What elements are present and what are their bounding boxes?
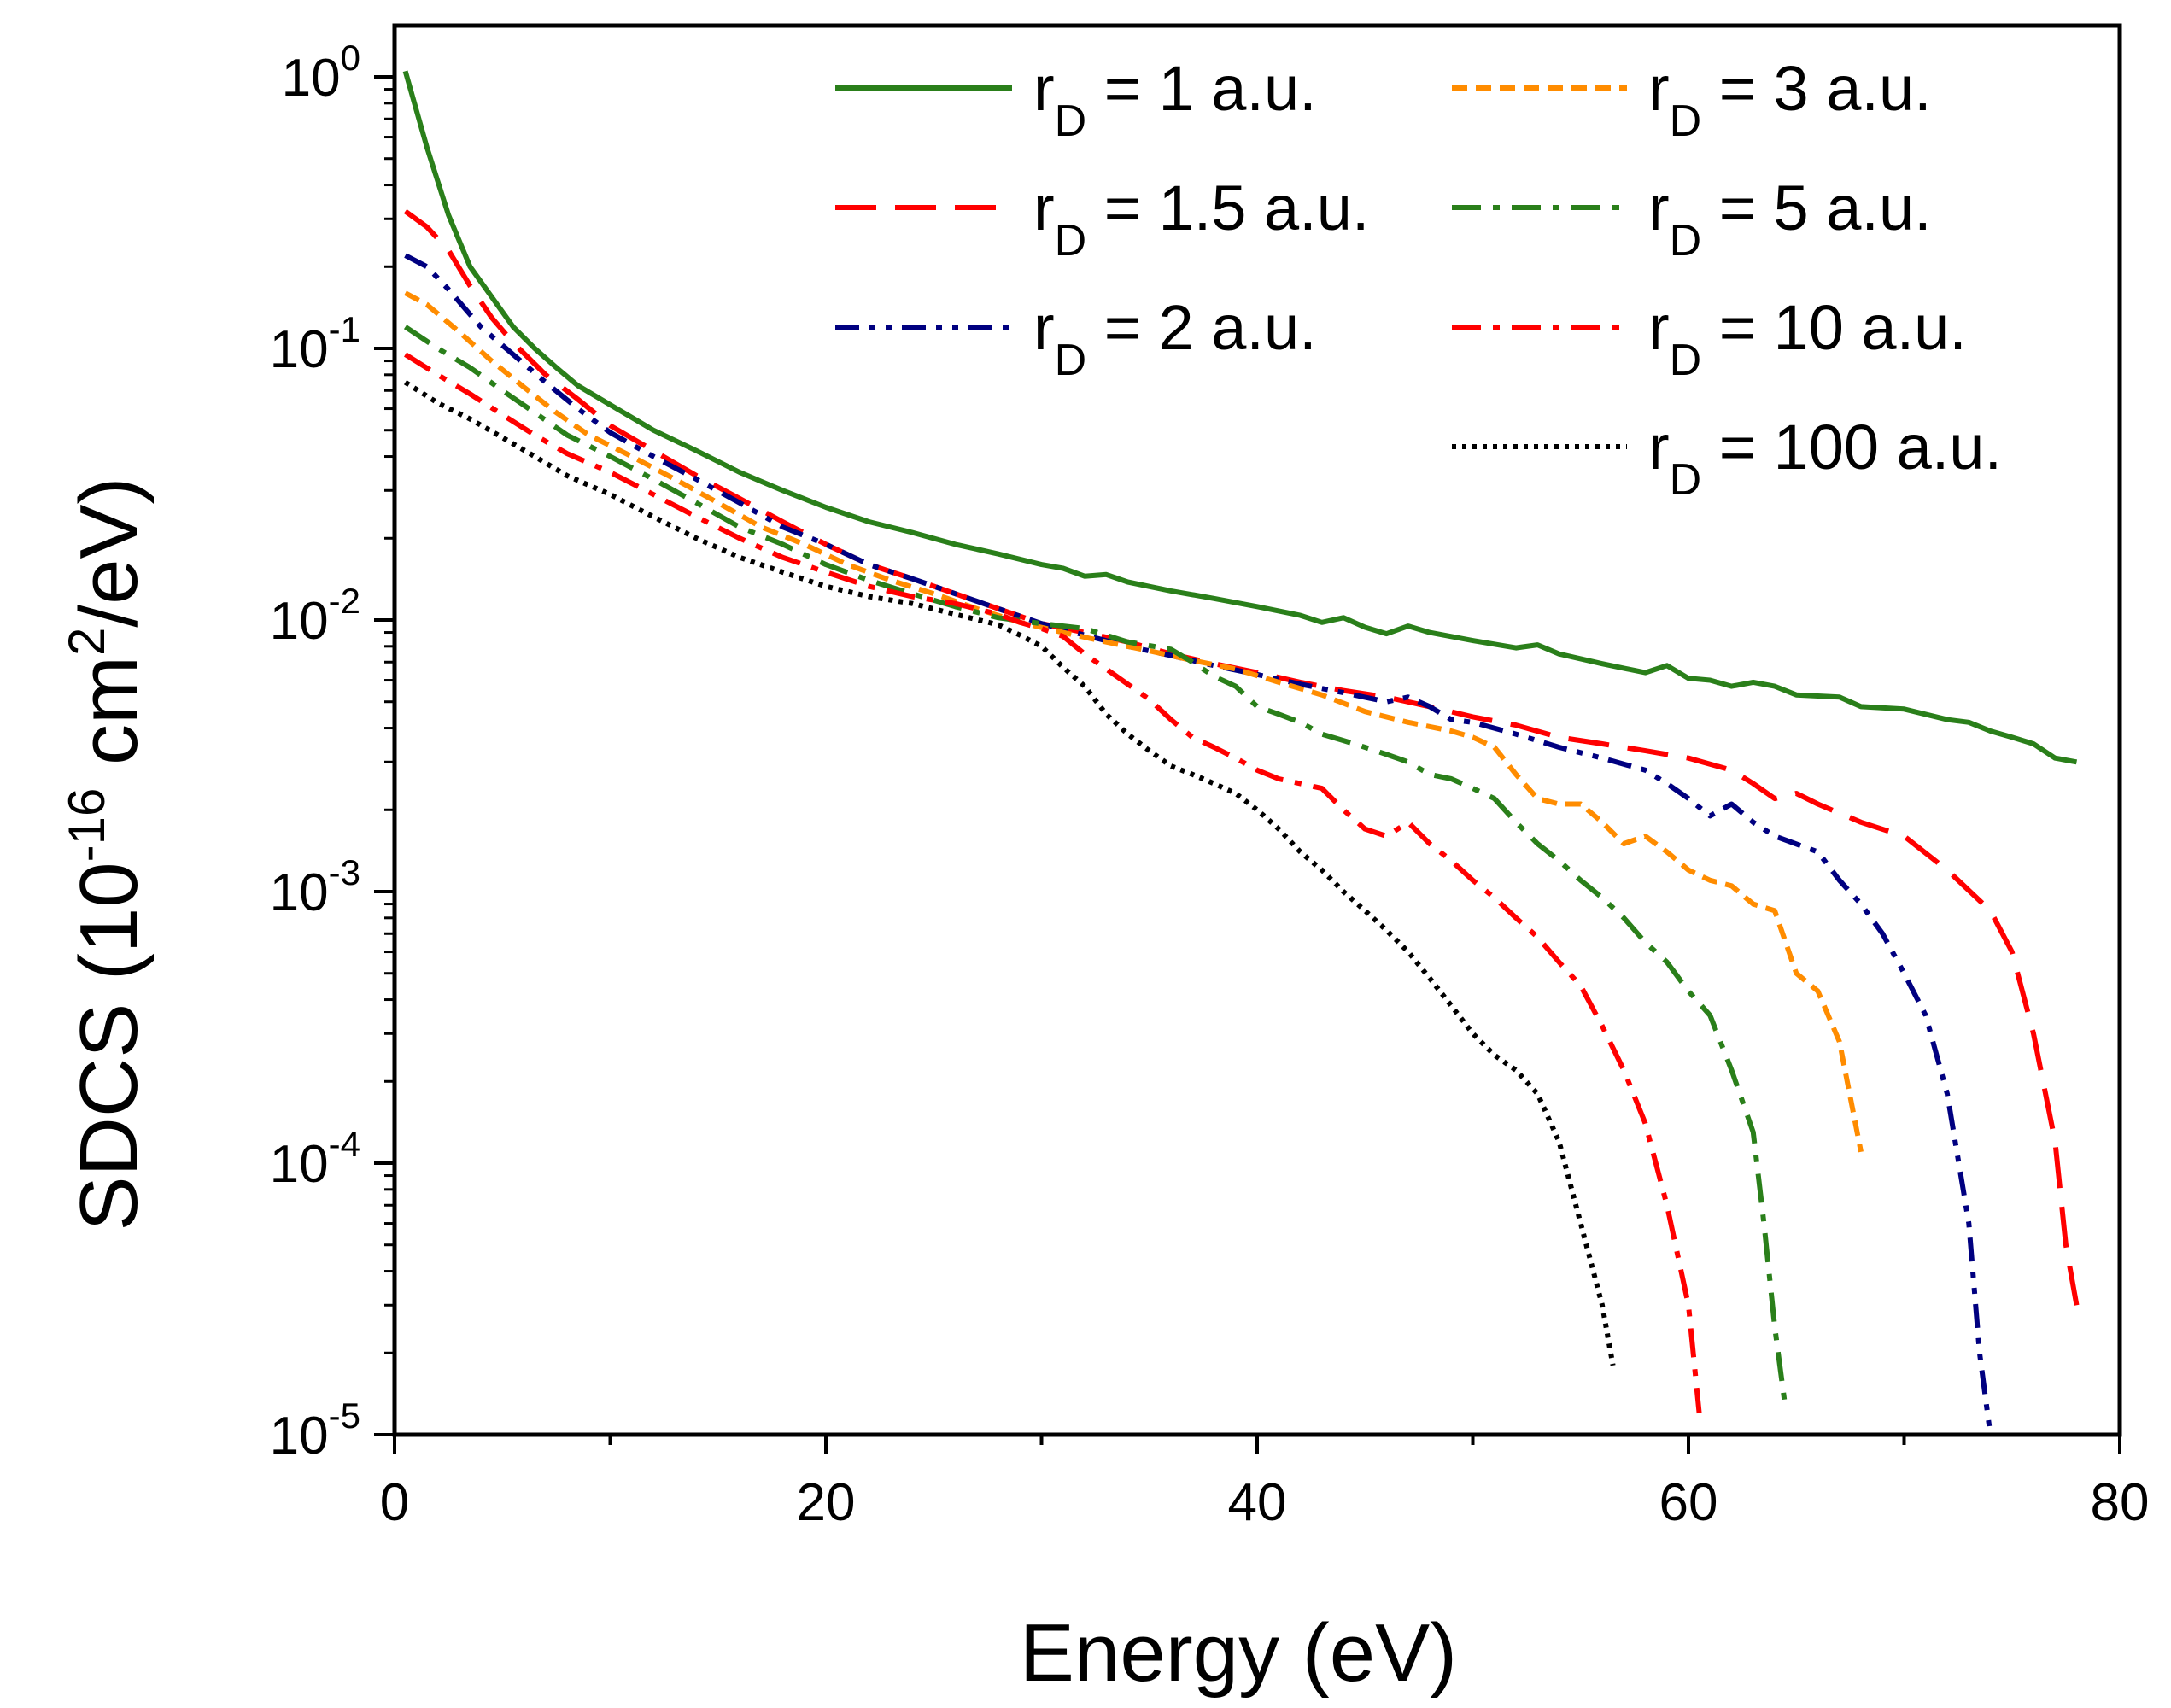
series-line-5 (403, 325, 1788, 1409)
legend-label-7: rD = 100 a.u. (1648, 412, 2002, 505)
x-tick-label: 0 (380, 1473, 409, 1532)
y-title-base: SDCS (10 (63, 862, 155, 1231)
series-line-4 (404, 290, 1864, 1153)
legend-label-1: rD = 1 a.u. (1033, 53, 1317, 146)
legend-label-6: rD = 10 a.u. (1648, 292, 1967, 385)
legend-label-3: rD = 2 a.u. (1033, 292, 1317, 385)
y-tick-label: 10-3 (270, 852, 360, 922)
legend-label-4: rD = 3 a.u. (1648, 53, 1932, 146)
x-axis: 0 20 40 60 80 (380, 1435, 2150, 1532)
x-tick-label: 80 (2091, 1473, 2150, 1532)
x-tick-label: 60 (1659, 1473, 1718, 1532)
y-axis: 100 10-1 10-2 10-3 10-4 10-5 (270, 38, 395, 1465)
legend-label-5: rD = 5 a.u. (1648, 173, 1932, 266)
series-line-6 (404, 352, 1702, 1414)
y-title-end: /eV) (63, 477, 155, 628)
series-line-3 (404, 253, 1993, 1435)
x-tick-label: 20 (797, 1473, 856, 1532)
legend-label-2: rD = 1.5 a.u. (1033, 173, 1369, 266)
y-tick-label: 10-2 (270, 581, 360, 651)
series-curves (402, 70, 2080, 1435)
x-tick-label: 40 (1228, 1473, 1287, 1532)
y-tick-label: 10-4 (270, 1124, 360, 1194)
y-tick-label: 10-5 (270, 1395, 360, 1465)
legend: rD = 1 a.u. rD = 1.5 a.u. rD = 2 a.u. rD = … (835, 53, 2002, 505)
y-tick-label: 100 (282, 38, 360, 108)
y-title-unit: cm (63, 656, 155, 788)
series-line-7 (403, 380, 1616, 1366)
y-title-exponent: -16 (58, 788, 115, 863)
y-axis-title: SDCS (10-16 cm2/eV) (58, 477, 155, 1231)
x-axis-title: Energy (eV) (1020, 1607, 1457, 1699)
y-title-exponent-2: 2 (58, 628, 115, 656)
y-tick-label: 10-1 (270, 309, 360, 379)
series-line-1 (402, 70, 2078, 765)
